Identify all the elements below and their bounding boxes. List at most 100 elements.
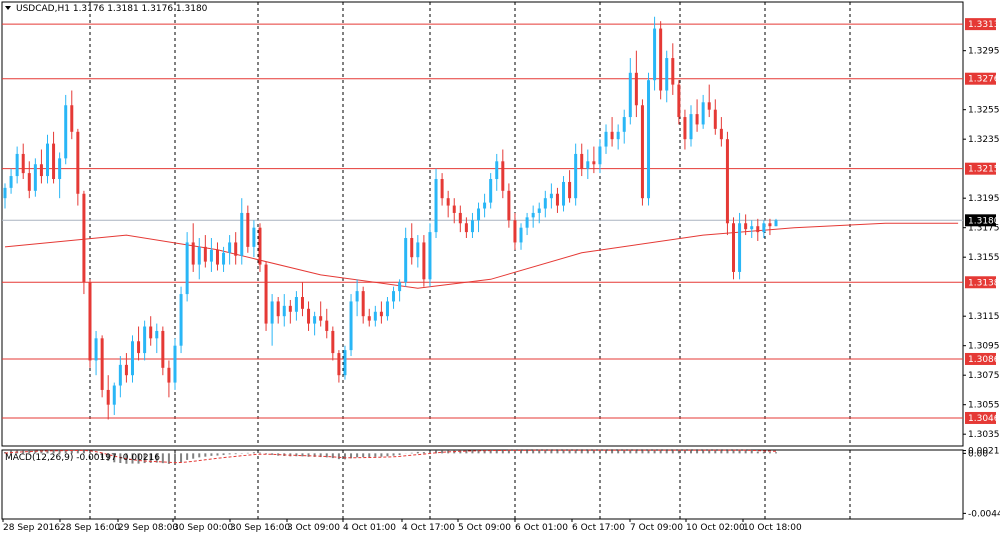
candle-body <box>343 350 347 376</box>
candle <box>525 212 529 236</box>
candle-body <box>234 242 238 256</box>
candle-body <box>568 181 572 199</box>
candle-body <box>94 338 98 361</box>
candle-body <box>240 212 244 256</box>
candle <box>76 128 80 206</box>
candle <box>756 218 760 241</box>
candle-body <box>288 305 292 312</box>
candle <box>130 335 134 383</box>
candle <box>161 326 165 376</box>
candle <box>653 16 657 91</box>
x-tick-label: 28 Sep 16:00 <box>60 523 120 533</box>
x-tick-label: 29 Sep 08:00 <box>118 523 178 533</box>
candle <box>343 345 347 380</box>
candle <box>549 183 553 209</box>
candle-body <box>404 238 408 283</box>
candle-body <box>137 341 141 354</box>
candle <box>9 168 13 194</box>
candle-body <box>276 301 280 317</box>
candle <box>671 43 675 95</box>
candle <box>155 323 159 354</box>
candle-body <box>325 320 329 331</box>
candle-body <box>531 212 535 218</box>
candle-body <box>185 242 189 295</box>
level-tag-bg <box>965 162 996 175</box>
candle-body <box>112 385 116 405</box>
candle-body <box>610 131 614 140</box>
candle-body <box>695 114 699 125</box>
x-tick-label: 4 Oct 01:00 <box>343 523 396 533</box>
candle-body <box>707 102 711 110</box>
candle <box>683 109 687 150</box>
x-tick-label: 6 Oct 17:00 <box>572 523 625 533</box>
level-price-tag: 1.3046 <box>965 411 1000 424</box>
candle <box>367 308 371 327</box>
candle <box>562 176 566 212</box>
candle <box>88 279 92 368</box>
candle-body <box>598 146 602 165</box>
candle-body <box>203 246 207 262</box>
main-frame <box>1 1 964 447</box>
candle-body <box>762 223 766 233</box>
candle <box>440 173 444 206</box>
candle-body <box>118 364 122 386</box>
candle-body <box>264 264 268 324</box>
candle-body <box>622 117 626 132</box>
candle <box>568 170 572 203</box>
candle <box>82 190 86 295</box>
candle <box>622 109 626 144</box>
candle-body <box>124 364 128 376</box>
candle-body <box>228 242 232 253</box>
candle <box>446 190 450 218</box>
candle <box>610 117 614 147</box>
candle <box>124 353 128 383</box>
level-tag-bg <box>965 352 996 365</box>
candle-body <box>677 84 681 118</box>
candle <box>349 294 353 357</box>
macd-header: MACD(12,26,9) -0.00197 -0.00216 <box>5 453 160 463</box>
level-price-tag: 1.3138 <box>965 276 1000 289</box>
candle <box>45 134 49 184</box>
candle <box>428 223 432 287</box>
candle-body <box>616 131 620 140</box>
dropdown-arrow-icon[interactable] <box>5 6 11 10</box>
candle-body <box>106 389 110 405</box>
candle <box>118 356 122 398</box>
candle <box>258 223 262 272</box>
macd-tick-label: 0.0021 <box>968 447 1000 457</box>
y-tick-label: 1.3295 <box>968 47 1000 57</box>
candle-body <box>143 326 147 354</box>
candle <box>744 214 748 236</box>
candle-body <box>446 198 450 206</box>
candle <box>307 301 311 331</box>
candle-body <box>252 227 256 247</box>
macd-frame <box>1 449 964 520</box>
candle-body <box>9 176 13 188</box>
candle-body <box>525 217 529 228</box>
candle-body <box>307 308 311 324</box>
candle-body <box>495 161 499 180</box>
y-tick-label: 1.3255 <box>968 106 1000 116</box>
candle-body <box>640 105 644 199</box>
symbol-label: USDCAD,H1 <box>16 4 70 14</box>
candle-body <box>513 220 517 243</box>
candle <box>580 143 584 177</box>
candle-body <box>130 341 134 376</box>
candle <box>149 316 153 346</box>
candle <box>555 187 559 213</box>
candle <box>264 261 268 331</box>
candle <box>677 80 681 125</box>
candle <box>665 50 669 103</box>
candle-body <box>33 164 37 191</box>
x-tick-label: 5 Oct 09:00 <box>458 523 511 533</box>
candle-body <box>373 311 377 321</box>
level-price-tag: 1.3215 <box>965 162 1000 175</box>
candle <box>707 84 711 118</box>
candle <box>234 232 238 265</box>
x-tick-label: 6 Oct 01:00 <box>515 523 568 533</box>
candle-body <box>501 161 505 191</box>
candle-body <box>197 246 201 265</box>
x-tick-label: 4 Oct 17:00 <box>402 523 455 533</box>
candle-body <box>155 330 159 339</box>
candle-body <box>149 326 153 339</box>
